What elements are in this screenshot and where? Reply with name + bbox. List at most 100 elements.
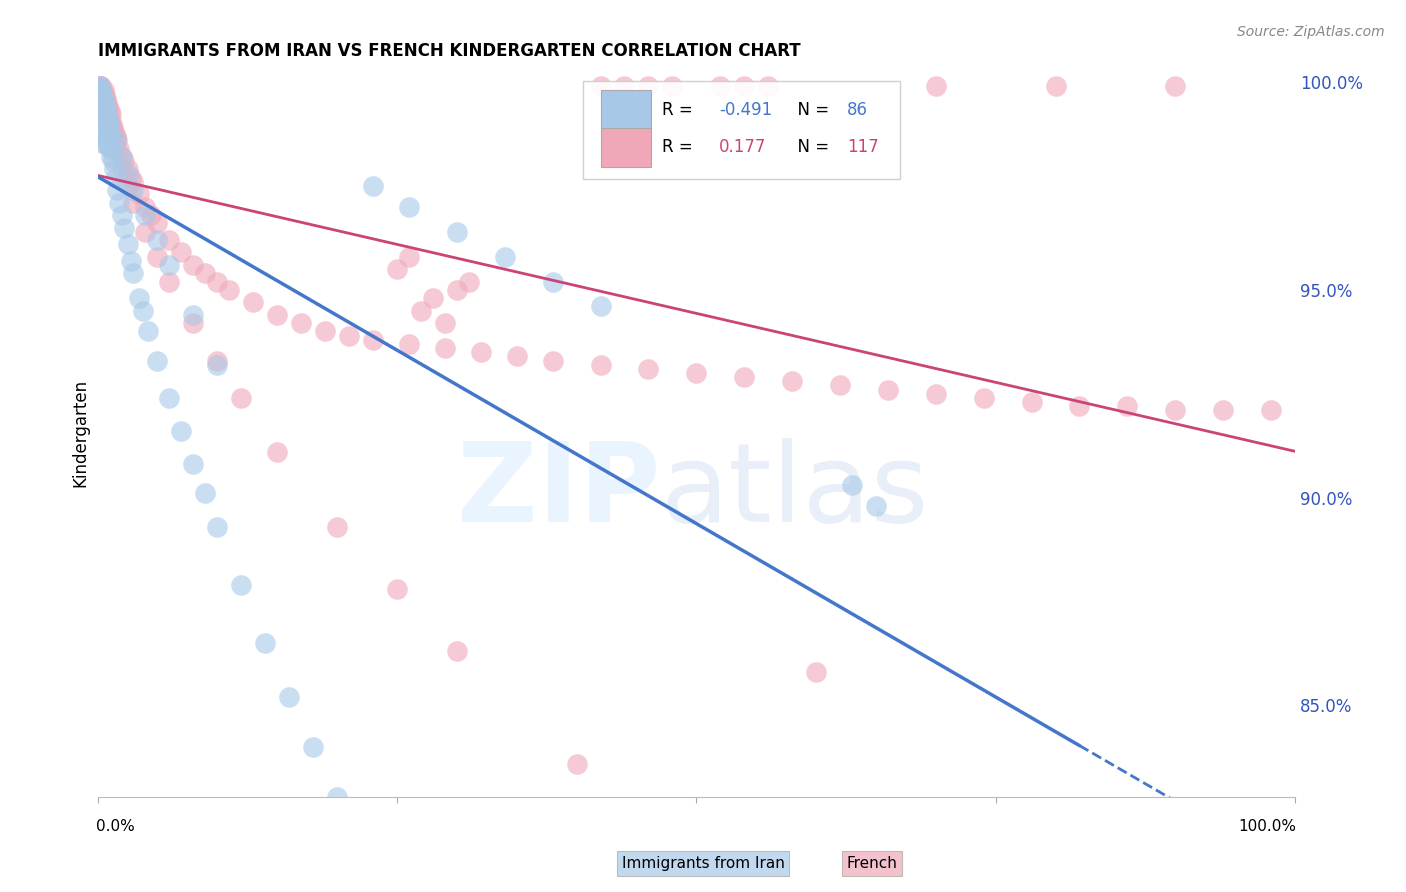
Point xyxy=(685,366,707,380)
Point xyxy=(89,79,111,94)
Point xyxy=(361,333,384,347)
Point xyxy=(925,79,948,94)
Point xyxy=(302,739,325,754)
Text: 100.0%: 100.0% xyxy=(1239,819,1296,834)
Point xyxy=(108,195,131,210)
Point xyxy=(494,250,516,264)
Point xyxy=(146,233,169,247)
Point xyxy=(132,303,155,318)
Point xyxy=(314,325,336,339)
Point xyxy=(90,87,112,102)
Y-axis label: Kindergarten: Kindergarten xyxy=(72,379,89,487)
Point xyxy=(87,79,110,94)
Point xyxy=(104,129,127,144)
Point xyxy=(93,92,115,106)
Point xyxy=(91,83,114,97)
Text: ZIP: ZIP xyxy=(457,438,661,545)
Point xyxy=(1069,399,1091,413)
Point xyxy=(141,208,163,222)
Point xyxy=(183,458,205,472)
Point xyxy=(108,142,131,156)
Point xyxy=(98,142,121,156)
Point xyxy=(157,233,180,247)
Point xyxy=(93,104,115,119)
Point xyxy=(122,183,145,197)
Point xyxy=(87,92,110,106)
Point xyxy=(101,117,124,131)
Point xyxy=(91,92,114,106)
Point xyxy=(146,216,169,230)
Point xyxy=(100,108,122,122)
Point xyxy=(170,245,193,260)
Point xyxy=(207,358,229,372)
Text: IMMIGRANTS FROM IRAN VS FRENCH KINDERGARTEN CORRELATION CHART: IMMIGRANTS FROM IRAN VS FRENCH KINDERGAR… xyxy=(97,42,800,60)
Point xyxy=(637,79,659,94)
Point xyxy=(117,162,139,177)
Point xyxy=(565,756,588,771)
Point xyxy=(103,125,125,139)
Point xyxy=(194,266,217,280)
Point xyxy=(90,87,112,102)
Point xyxy=(89,95,111,110)
Point xyxy=(422,291,444,305)
Point xyxy=(112,154,135,169)
Point xyxy=(756,79,779,94)
Point xyxy=(613,79,636,94)
Point xyxy=(433,316,456,330)
Point xyxy=(90,79,112,94)
Point xyxy=(93,83,115,97)
Point xyxy=(94,108,117,122)
Point xyxy=(94,137,117,152)
Point xyxy=(128,187,150,202)
Text: 86: 86 xyxy=(848,101,868,119)
Point xyxy=(89,87,111,102)
Point xyxy=(685,844,707,858)
Point xyxy=(89,87,111,102)
Point xyxy=(134,225,156,239)
Text: 117: 117 xyxy=(848,138,879,156)
Point xyxy=(110,162,132,177)
Point xyxy=(242,295,264,310)
Point xyxy=(433,341,456,355)
Point xyxy=(101,154,124,169)
Point xyxy=(90,95,112,110)
Point xyxy=(90,92,112,106)
Point xyxy=(470,345,492,359)
Point xyxy=(91,129,114,144)
Point xyxy=(541,353,564,368)
Point xyxy=(122,195,145,210)
Point xyxy=(589,79,612,94)
Point xyxy=(1164,79,1187,94)
Point xyxy=(120,170,142,185)
Point xyxy=(128,291,150,305)
Point xyxy=(278,690,301,704)
Point xyxy=(94,112,117,127)
Point xyxy=(97,117,120,131)
Point xyxy=(409,303,432,318)
Point xyxy=(661,79,683,94)
FancyBboxPatch shape xyxy=(582,80,900,178)
Text: -0.491: -0.491 xyxy=(718,101,772,119)
Point xyxy=(841,478,863,492)
Point xyxy=(98,104,121,119)
Point xyxy=(94,104,117,119)
Text: R =: R = xyxy=(662,101,697,119)
Point xyxy=(112,220,135,235)
Point xyxy=(326,789,349,804)
Point xyxy=(266,308,288,322)
Point xyxy=(446,283,468,297)
Point xyxy=(110,150,132,164)
Point xyxy=(120,253,142,268)
Point xyxy=(183,308,205,322)
Point xyxy=(170,424,193,438)
Point xyxy=(91,100,114,114)
Point xyxy=(326,519,349,533)
Point xyxy=(398,250,420,264)
Point xyxy=(87,100,110,114)
Point xyxy=(117,179,139,194)
Point xyxy=(90,83,112,97)
Point xyxy=(87,83,110,97)
Point xyxy=(91,87,114,102)
Point xyxy=(87,83,110,97)
Point xyxy=(93,137,115,152)
